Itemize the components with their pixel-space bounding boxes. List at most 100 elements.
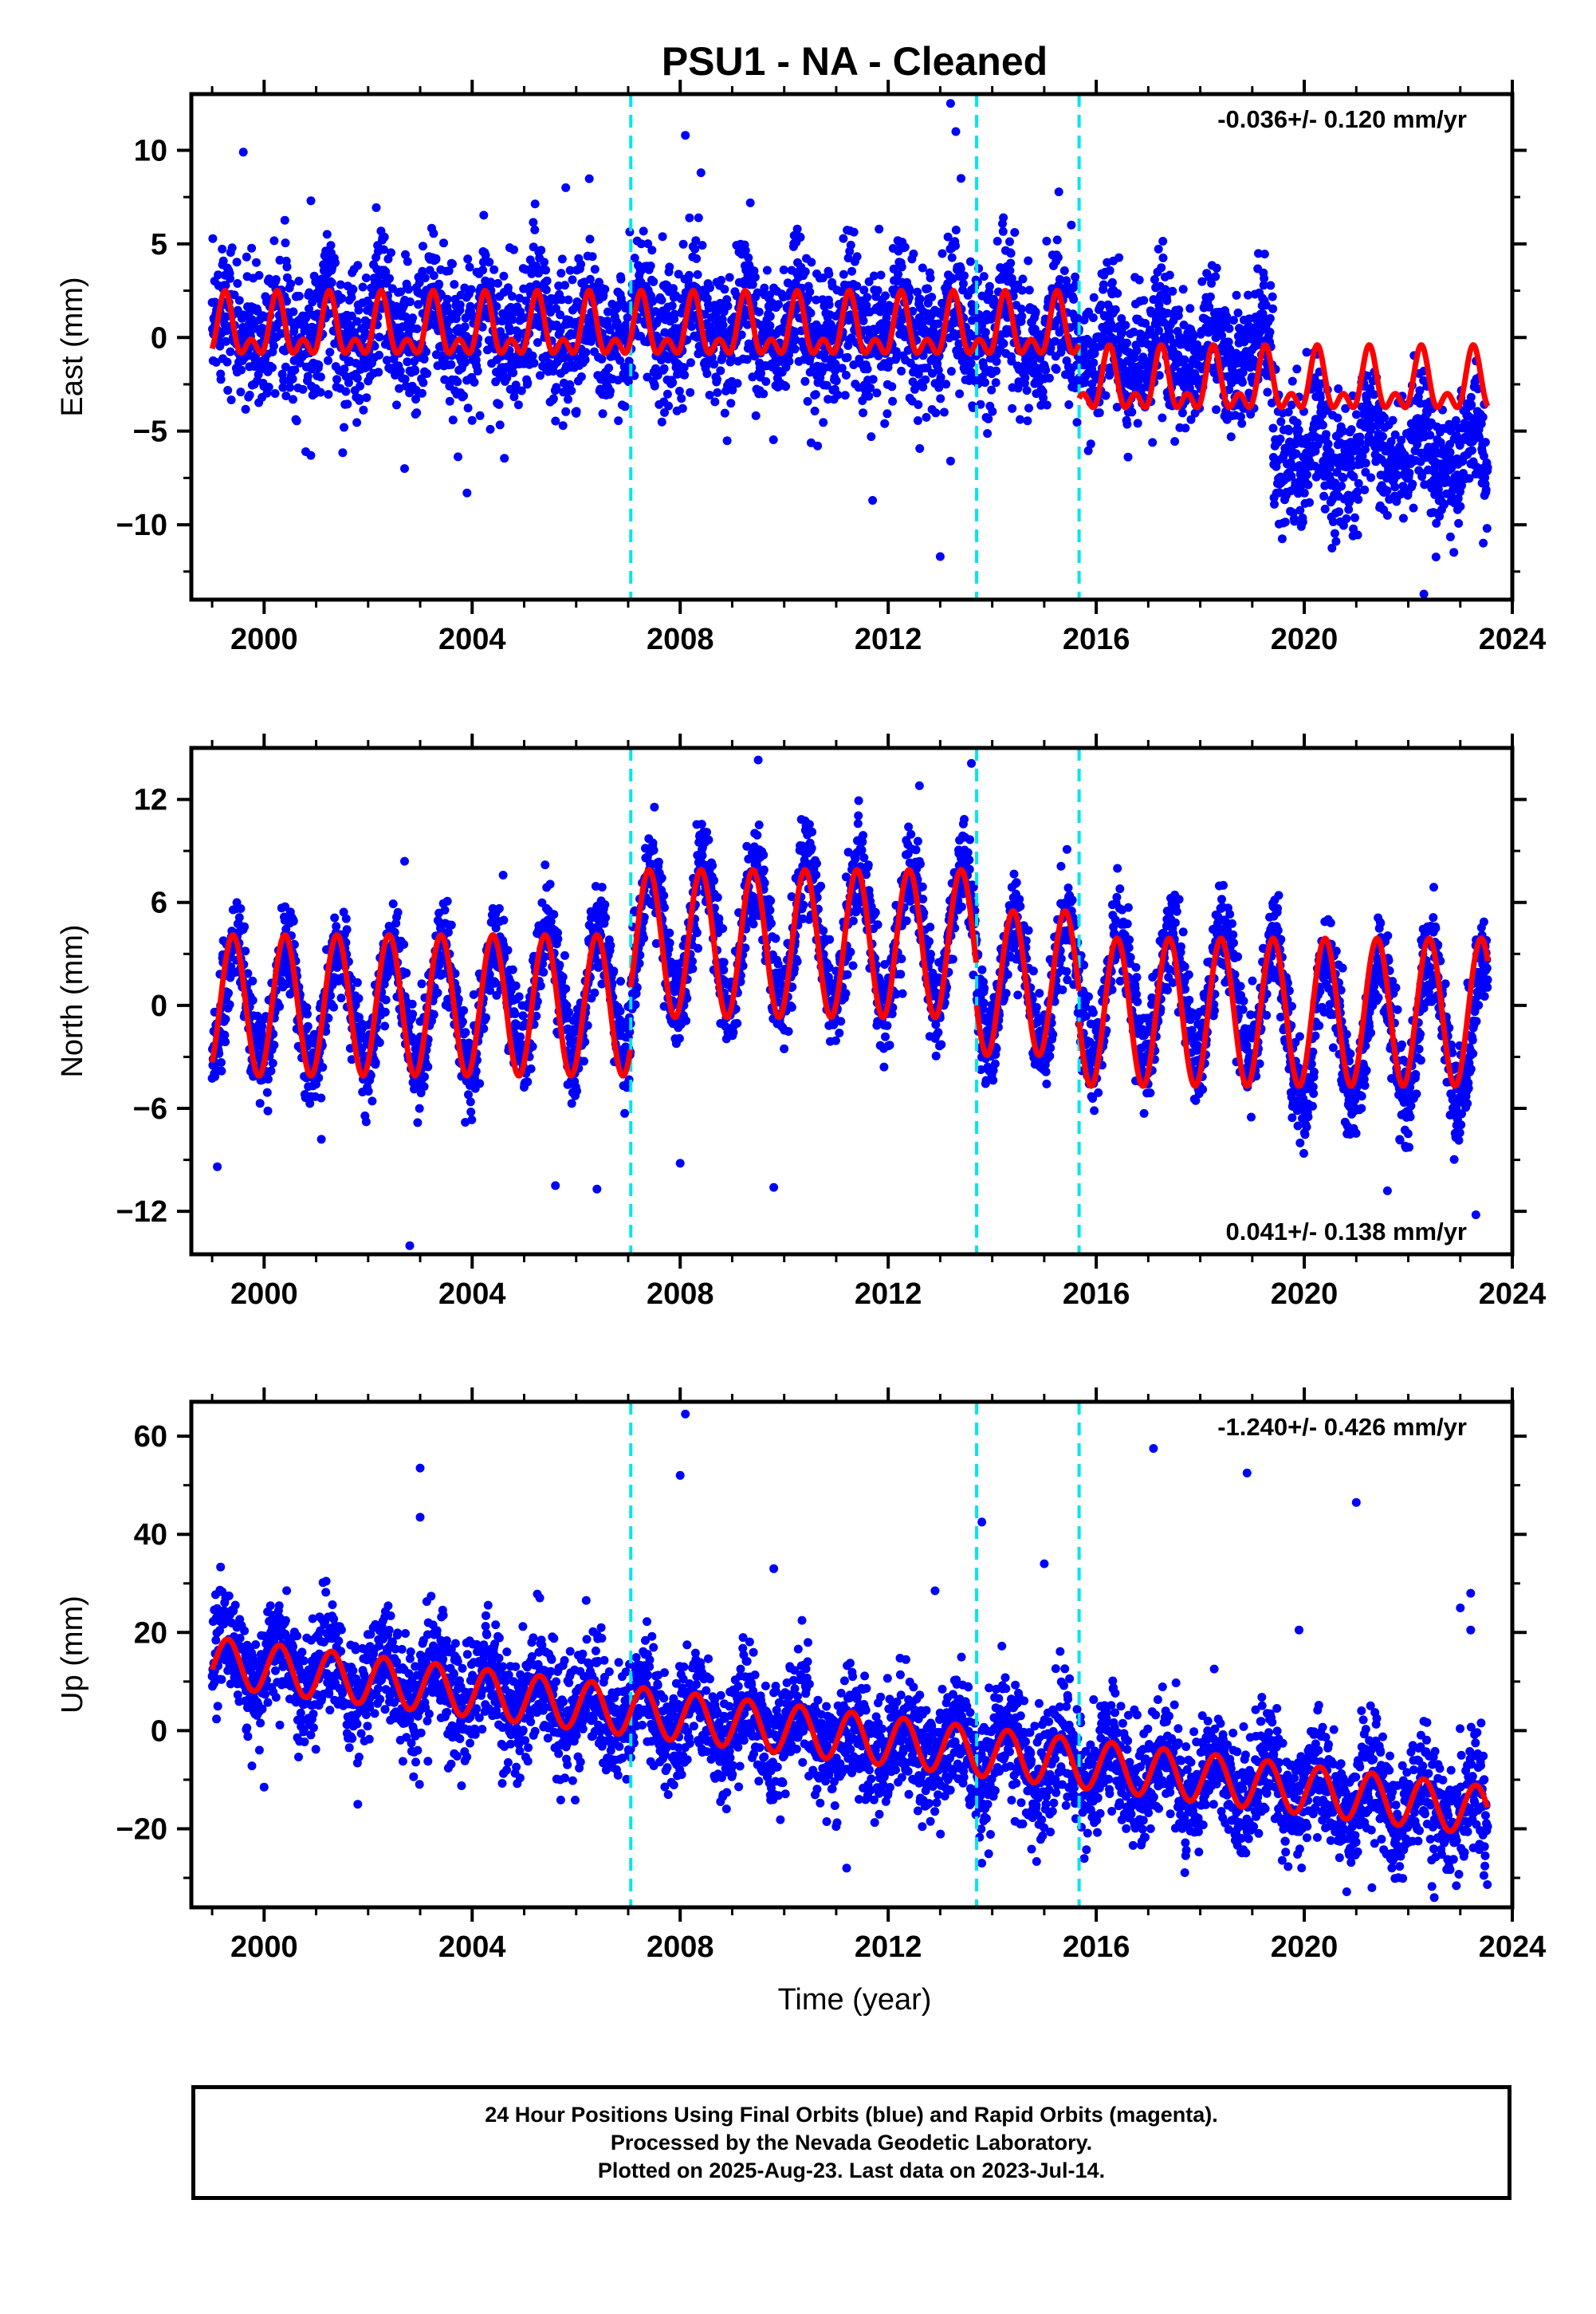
data-point xyxy=(979,272,989,281)
data-point xyxy=(353,261,363,270)
outlier-point xyxy=(306,196,316,206)
data-point xyxy=(1464,474,1474,483)
data-point xyxy=(1099,280,1108,289)
data-point xyxy=(314,1073,324,1083)
data-point xyxy=(364,1087,373,1096)
data-point xyxy=(492,301,501,311)
data-point xyxy=(956,264,965,274)
data-point xyxy=(588,252,597,262)
data-point xyxy=(413,1118,423,1127)
data-point xyxy=(217,1066,226,1076)
data-point xyxy=(840,391,850,400)
data-point xyxy=(470,377,479,387)
data-point xyxy=(368,1096,377,1106)
data-point xyxy=(1449,548,1459,557)
data-point xyxy=(647,246,657,255)
data-point xyxy=(1017,285,1027,295)
data-point xyxy=(1089,358,1099,368)
data-point xyxy=(679,363,689,372)
data-point xyxy=(240,922,250,931)
data-point xyxy=(475,411,485,420)
data-point xyxy=(552,304,560,313)
data-point xyxy=(352,373,362,383)
data-point xyxy=(269,341,278,351)
data-point xyxy=(598,409,607,419)
data-point xyxy=(1483,462,1492,472)
data-point xyxy=(362,393,371,403)
data-point xyxy=(234,296,244,305)
outlier-point xyxy=(462,488,472,498)
data-point xyxy=(720,285,729,294)
x-tick-label: 2012 xyxy=(855,623,922,656)
data-point xyxy=(1333,413,1342,423)
data-point xyxy=(221,336,230,346)
data-point xyxy=(604,364,614,372)
data-point xyxy=(530,199,540,209)
data-point xyxy=(324,1013,333,1023)
data-point xyxy=(698,241,707,250)
data-point xyxy=(1107,277,1117,287)
data-point xyxy=(615,356,625,365)
data-point xyxy=(423,369,432,378)
data-point xyxy=(947,253,957,262)
data-point xyxy=(226,274,234,283)
data-point xyxy=(1287,376,1297,386)
data-point xyxy=(868,375,878,384)
data-point xyxy=(725,273,734,282)
data-point xyxy=(918,382,928,392)
data-point xyxy=(243,969,253,978)
data-point xyxy=(1405,468,1414,478)
data-point xyxy=(668,378,678,388)
data-point xyxy=(742,355,752,364)
data-point xyxy=(1042,236,1052,246)
data-point xyxy=(1482,524,1492,533)
data-point xyxy=(395,366,405,376)
data-point xyxy=(278,383,288,392)
data-point xyxy=(1334,384,1343,393)
data-point xyxy=(1261,301,1271,310)
data-point xyxy=(215,341,225,351)
data-point xyxy=(922,412,931,422)
data-point xyxy=(1064,400,1074,409)
data-point xyxy=(658,232,667,242)
data-point xyxy=(340,423,348,432)
data-point xyxy=(572,407,581,416)
data-point xyxy=(934,365,943,375)
outlier-point xyxy=(935,552,945,561)
data-point xyxy=(603,317,612,326)
data-point xyxy=(1127,407,1137,417)
data-point xyxy=(396,287,406,297)
data-point xyxy=(880,419,890,428)
y-tick-label: 0 xyxy=(151,321,167,355)
data-point xyxy=(623,377,633,387)
data-point xyxy=(1266,281,1276,290)
data-point xyxy=(380,1007,390,1017)
data-point xyxy=(651,364,660,373)
data-point xyxy=(1390,430,1400,439)
data-point xyxy=(411,366,420,376)
data-point xyxy=(960,271,969,281)
data-point xyxy=(784,350,793,360)
data-point xyxy=(303,1021,313,1031)
data-point xyxy=(392,400,401,410)
data-point xyxy=(269,236,279,246)
data-point xyxy=(208,234,218,243)
data-point xyxy=(1170,437,1180,447)
data-point xyxy=(359,405,368,415)
data-point xyxy=(280,215,289,225)
data-point xyxy=(1150,275,1159,284)
data-point xyxy=(1008,403,1017,413)
data-point xyxy=(660,407,669,417)
data-point xyxy=(1162,296,1172,305)
data-point xyxy=(864,277,874,286)
data-point xyxy=(866,384,875,392)
data-point xyxy=(938,249,947,258)
data-point xyxy=(847,266,856,276)
data-point xyxy=(1071,272,1080,281)
x-tick-label: 2024 xyxy=(1479,623,1547,656)
data-point xyxy=(824,270,834,279)
data-point xyxy=(473,366,482,376)
data-point xyxy=(849,227,859,237)
outlier-point xyxy=(681,131,690,140)
data-point xyxy=(402,968,411,978)
